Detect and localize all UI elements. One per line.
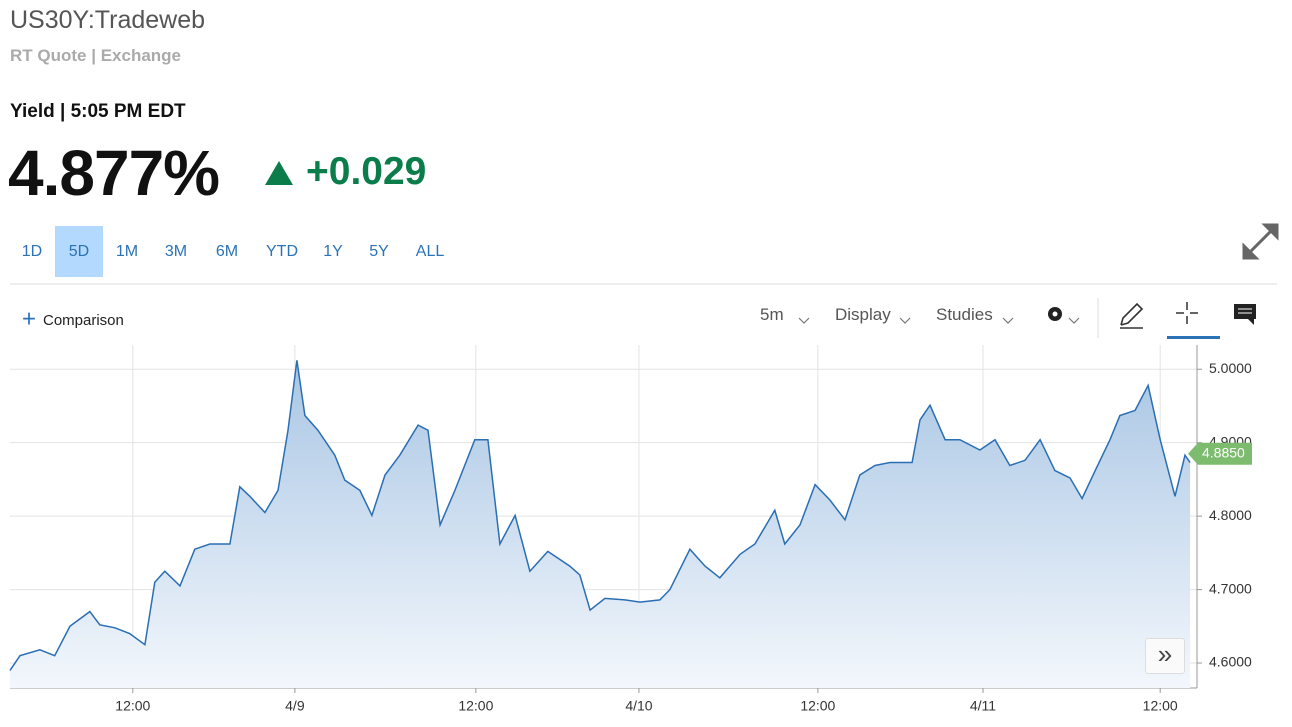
quote-label: Yield | 5:05 PM EDT <box>10 101 186 122</box>
draw-icon[interactable] <box>1120 302 1144 329</box>
subtitle: RT Quote | Exchange <box>10 46 182 65</box>
line <box>9 360 1191 671</box>
range-button[interactable]: YTD <box>266 243 298 260</box>
scroll-button[interactable]: » <box>1145 638 1185 674</box>
range-button[interactable]: 1D <box>21 243 43 260</box>
y-tick-label: 5.0000 <box>1209 360 1252 376</box>
range-button[interactable]: ALL <box>415 243 445 260</box>
range-button[interactable]: 1Y <box>323 243 343 260</box>
crosshair-icon[interactable] <box>1176 302 1198 324</box>
last-price-label: 4.8850 <box>1202 444 1245 460</box>
x-tick-label: 12:00 <box>115 698 150 714</box>
up-arrow <box>265 161 293 185</box>
interval-button[interactable]: 5m <box>760 305 784 324</box>
comment-icon[interactable] <box>1234 304 1256 325</box>
range-button[interactable]: 6M <box>215 243 239 260</box>
dropdown-arrows <box>798 317 1080 324</box>
y-tick-label: 4.7000 <box>1209 580 1252 596</box>
display-button[interactable]: Display <box>835 305 891 324</box>
expand-icon[interactable] <box>1242 223 1279 260</box>
y-tick-label: 4.8000 <box>1209 507 1252 523</box>
range-button[interactable]: 5Y <box>369 243 389 260</box>
last-price-tag <box>1188 442 1252 465</box>
x-tick-label: 12:00 <box>458 698 493 714</box>
plus-icon[interactable]: + <box>22 305 36 332</box>
settings-icon[interactable] <box>1048 307 1062 321</box>
x-tick-label: 12:00 <box>1143 698 1178 714</box>
title: US30Y:Tradeweb <box>10 6 206 34</box>
x-tick-label: 12:00 <box>800 698 835 714</box>
x-tick-label: 4/11 <box>970 698 996 714</box>
studies-button[interactable]: Studies <box>936 305 993 324</box>
price: 4.877% <box>8 137 220 209</box>
active-tool-underline <box>1167 336 1220 339</box>
range-button[interactable]: 1M <box>115 243 139 260</box>
x-tick-label: 4/10 <box>625 698 652 714</box>
range-button[interactable]: 5D <box>55 226 103 277</box>
change: +0.029 <box>306 150 427 193</box>
comparison-button[interactable]: Comparison <box>43 312 124 329</box>
y-tick-label: 4.6000 <box>1209 654 1252 670</box>
range-button[interactable]: 3M <box>164 243 188 260</box>
area <box>10 360 1191 688</box>
x-tick-label: 4/9 <box>285 698 305 714</box>
